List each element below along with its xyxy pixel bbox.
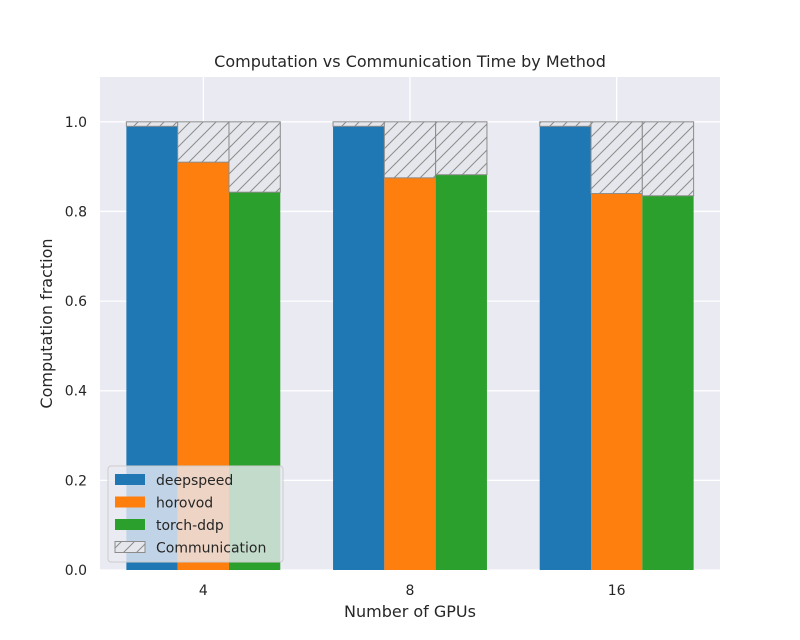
y-tick-label: 0.4 bbox=[65, 384, 87, 400]
bar-horovod-8 bbox=[384, 177, 436, 570]
tick-labels: 0.0 0.2 0.4 0.6 0.8 1.0 4 8 16 bbox=[65, 115, 626, 599]
legend-label: Communication bbox=[156, 541, 266, 557]
y-tick-label: 0.0 bbox=[65, 563, 87, 579]
legend-label: torch-ddp bbox=[156, 518, 224, 534]
legend-label: horovod bbox=[156, 496, 213, 512]
legend: deepspeed horovod torch-ddp Communication bbox=[107, 465, 284, 563]
bar-deepspeed-8 bbox=[333, 126, 385, 571]
comm-bar-horovod-8 bbox=[383, 121, 437, 179]
bar-torch-ddp-16 bbox=[642, 195, 694, 570]
bar-torch-ddp-8 bbox=[435, 174, 487, 570]
y-axis-label: Computation fraction bbox=[37, 238, 56, 408]
x-tick-label: 4 bbox=[199, 583, 208, 599]
y-tick-label: 0.8 bbox=[65, 204, 87, 220]
comm-bar-torch-ddp-4 bbox=[228, 121, 281, 193]
comm-bar-horovod-4 bbox=[177, 121, 230, 163]
comm-bar-deepspeed-8 bbox=[332, 121, 385, 127]
legend-swatch bbox=[115, 519, 145, 530]
legend-swatch bbox=[115, 496, 145, 508]
legend-label: deepspeed bbox=[156, 473, 233, 489]
bar-horovod-16 bbox=[591, 193, 643, 570]
chart-title: Computation vs Communication Time by Met… bbox=[214, 52, 606, 71]
comm-bar-deepspeed-4 bbox=[125, 121, 179, 127]
legend-swatch bbox=[115, 474, 145, 485]
x-tick-label: 16 bbox=[608, 583, 626, 599]
comm-bar-deepspeed-16 bbox=[539, 121, 592, 127]
comm-bar-torch-ddp-8 bbox=[435, 121, 488, 176]
legend-swatch-hatch bbox=[114, 541, 146, 553]
y-tick-label: 1.0 bbox=[65, 115, 87, 131]
x-axis-label: Number of GPUs bbox=[344, 602, 476, 621]
y-tick-label: 0.2 bbox=[65, 473, 87, 489]
comm-bar-horovod-16 bbox=[590, 121, 643, 195]
bar-deepspeed-16 bbox=[539, 126, 592, 571]
x-tick-label: 8 bbox=[406, 583, 415, 599]
y-tick-label: 0.6 bbox=[65, 294, 87, 310]
legend-box bbox=[107, 465, 284, 563]
comm-bar-torch-ddp-16 bbox=[641, 121, 695, 197]
